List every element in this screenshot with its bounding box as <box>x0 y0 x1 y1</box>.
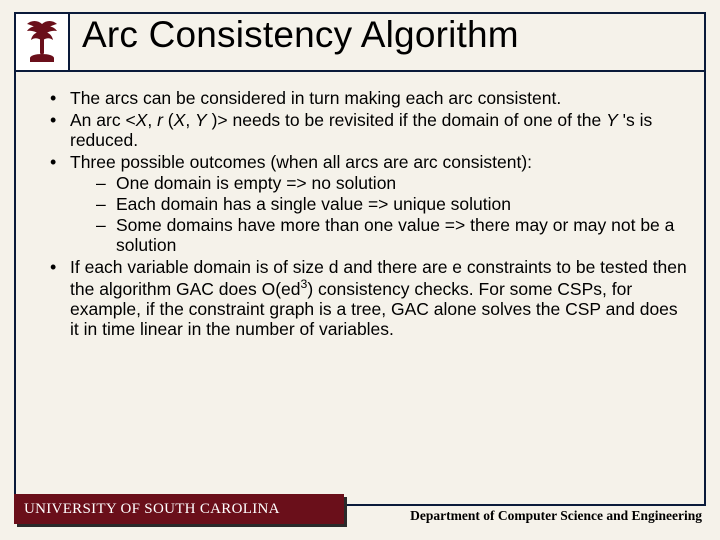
bullet-text: Three possible outcomes (when all arcs a… <box>70 152 532 172</box>
bullet-item: If each variable domain is of size d and… <box>48 257 690 339</box>
palmetto-tree-icon <box>21 18 63 66</box>
slide-title: Arc Consistency Algorithm <box>82 14 694 56</box>
bullet-text: If each variable domain is of size d and… <box>70 257 687 339</box>
slide-footer: UNIVERSITY OF SOUTH CAROLINA Department … <box>14 492 706 526</box>
sub-bullet-item: Each domain has a single value => unique… <box>96 194 690 214</box>
department-name: Department of Computer Science and Engin… <box>344 492 706 526</box>
sub-bullet-text: Each domain has a single value => unique… <box>116 194 511 214</box>
bullet-text: The arcs can be considered in turn makin… <box>70 88 561 108</box>
slide: Arc Consistency Algorithm The arcs can b… <box>0 0 720 540</box>
university-logo <box>14 12 70 72</box>
sub-bullet-text: Some domains have more than one value =>… <box>116 215 674 255</box>
bullet-item: The arcs can be considered in turn makin… <box>48 88 690 108</box>
slide-body: The arcs can be considered in turn makin… <box>48 88 690 341</box>
sub-bullet-item: One domain is empty => no solution <box>96 173 690 193</box>
title-underline <box>70 70 706 72</box>
university-name: UNIVERSITY OF SOUTH CAROLINA <box>14 494 344 524</box>
bullet-item: An arc <X, r (X, Y )> needs to be revisi… <box>48 110 690 150</box>
sub-bullet-item: Some domains have more than one value =>… <box>96 215 690 255</box>
bullet-text: An arc <X, r (X, Y )> needs to be revisi… <box>70 110 652 150</box>
bullet-item: Three possible outcomes (when all arcs a… <box>48 152 690 255</box>
sub-bullet-text: One domain is empty => no solution <box>116 173 396 193</box>
footer-left-banner: UNIVERSITY OF SOUTH CAROLINA <box>14 494 344 524</box>
